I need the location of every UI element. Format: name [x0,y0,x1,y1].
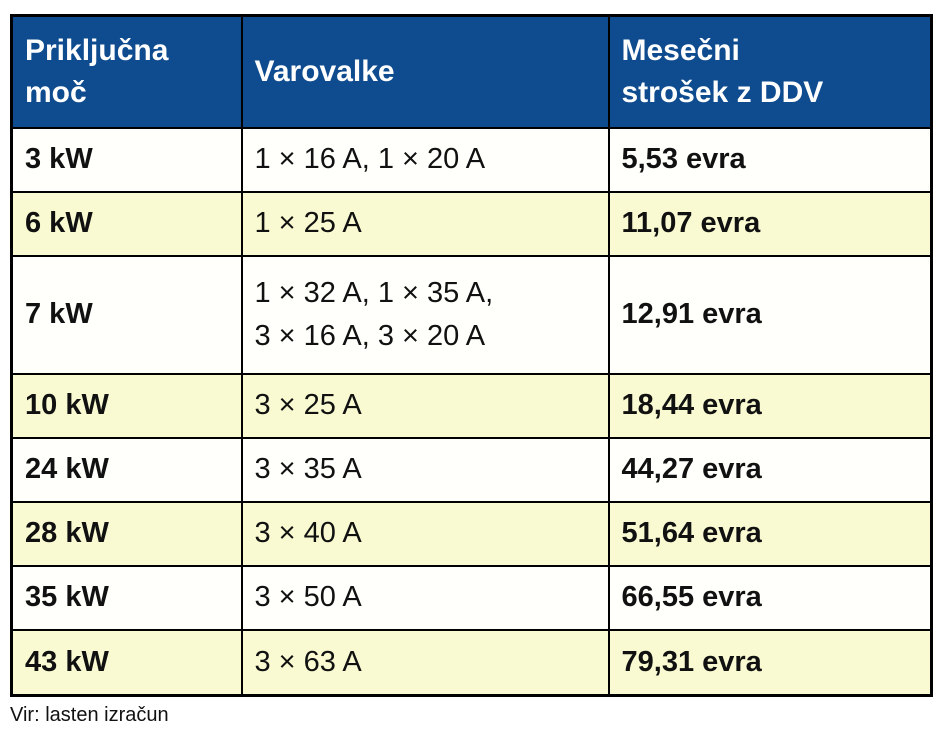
fuses-cell: 3 × 35 A [240,436,610,503]
fuses-cell: 1 × 25 A [240,190,610,257]
fuses-cell: 3 × 40 A [240,500,610,567]
table-row: 3 kW 1 × 16 A, 1 × 20 A 5,53 evra [10,126,933,193]
column-header-fuses: Varovalke [240,14,610,129]
power-cell: 7 kW [10,254,243,375]
cost-cell: 12,91 evra [607,254,933,375]
power-cell: 6 kW [10,190,243,257]
table-row: 35 kW 3 × 50 A 66,55 evra [10,564,933,631]
table-body: 3 kW 1 × 16 A, 1 × 20 A 5,53 evra 6 kW 1… [10,126,933,697]
pricing-table-container: Priključna moč Varovalke Mesečni strošek… [10,14,933,697]
table-row: 24 kW 3 × 35 A 44,27 evra [10,436,933,503]
power-cell: 43 kW [10,628,243,697]
cost-cell: 66,55 evra [607,564,933,631]
cost-cell: 44,27 evra [607,436,933,503]
fuses-cell: 1 × 16 A, 1 × 20 A [240,126,610,193]
cost-cell: 5,53 evra [607,126,933,193]
cost-cell: 51,64 evra [607,500,933,567]
cost-cell: 79,31 evra [607,628,933,697]
table-row: 6 kW 1 × 25 A 11,07 evra [10,190,933,257]
power-cell: 3 kW [10,126,243,193]
cost-cell: 11,07 evra [607,190,933,257]
table-row: 7 kW 1 × 32 A, 1 × 35 A, 3 × 16 A, 3 × 2… [10,254,933,375]
column-header-power: Priključna moč [10,14,243,129]
power-cell: 28 kW [10,500,243,567]
column-header-cost: Mesečni strošek z DDV [607,14,933,129]
fuses-cell: 1 × 32 A, 1 × 35 A, 3 × 16 A, 3 × 20 A [240,254,610,375]
table-header: Priključna moč Varovalke Mesečni strošek… [10,14,933,129]
table-row: 28 kW 3 × 40 A 51,64 evra [10,500,933,567]
source-note: Vir: lasten izračun [10,704,169,726]
power-cell: 10 kW [10,372,243,439]
cost-cell: 18,44 evra [607,372,933,439]
table-row: 43 kW 3 × 63 A 79,31 evra [10,628,933,697]
fuses-cell: 3 × 50 A [240,564,610,631]
fuses-cell: 3 × 63 A [240,628,610,697]
power-cell: 35 kW [10,564,243,631]
table-row: 10 kW 3 × 25 A 18,44 evra [10,372,933,439]
pricing-table: Priključna moč Varovalke Mesečni strošek… [10,14,933,697]
header-row: Priključna moč Varovalke Mesečni strošek… [10,14,933,129]
power-cell: 24 kW [10,436,243,503]
fuses-cell: 3 × 25 A [240,372,610,439]
